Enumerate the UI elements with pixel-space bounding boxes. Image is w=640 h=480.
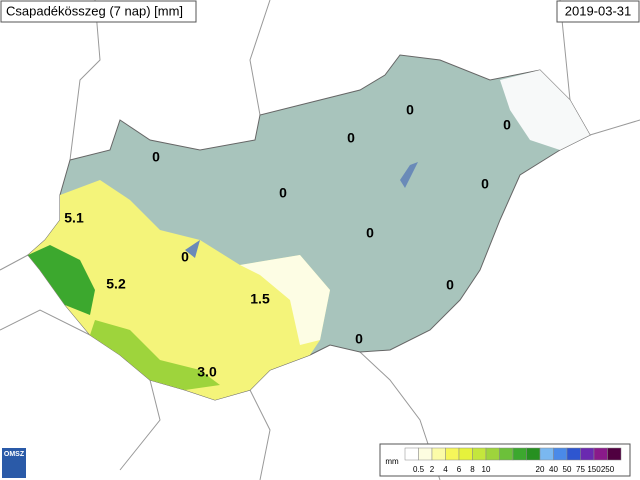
value-label: 0 (181, 249, 189, 265)
legend-swatch (566, 447, 581, 461)
value-label: 0 (481, 176, 489, 192)
value-label: 5.1 (64, 210, 84, 226)
legend-swatch (472, 447, 487, 461)
dry-area (240, 255, 330, 345)
legend-swatch (539, 447, 554, 461)
legend-swatch (526, 447, 541, 461)
lake (400, 162, 418, 188)
legend-swatch (458, 447, 473, 461)
legend-swatch (445, 447, 460, 461)
value-label: 0 (406, 102, 414, 118)
legend-swatch (607, 447, 622, 461)
legend-label: 50 (563, 465, 572, 474)
value-label: 0 (279, 185, 287, 201)
legend-label: 8 (470, 465, 475, 474)
legend-swatch (404, 447, 419, 461)
rain-core (28, 245, 95, 315)
legend-label: 4 (443, 465, 448, 474)
date-box (556, 0, 640, 23)
lake (185, 240, 200, 258)
value-label: 1.5 (250, 291, 270, 307)
logo-mark (2, 448, 26, 478)
title: Csapadékösszeg (7 nap) [mm] (6, 3, 183, 18)
legend-swatch (580, 447, 595, 461)
value-label: 0 (152, 149, 160, 165)
legend-swatch (431, 447, 446, 461)
value-label: 3.0 (197, 364, 217, 380)
value-label: 5.2 (106, 276, 126, 292)
logo: OMSZ (4, 451, 25, 458)
legend-swatch (499, 447, 514, 461)
rain-area-green (90, 320, 220, 390)
legend-label: 20 (536, 465, 545, 474)
legend-swatch (593, 447, 608, 461)
date: 2019-03-31 (565, 3, 632, 18)
legend-label: 6 (457, 465, 462, 474)
title-box (0, 0, 197, 23)
value-label: 0 (503, 117, 511, 133)
legend-swatch (512, 447, 527, 461)
legend-label: 250 (601, 465, 615, 474)
dry-area (500, 70, 590, 150)
legend-label: 75 (576, 465, 585, 474)
value-label: 0 (355, 331, 363, 347)
value-label: 0 (446, 277, 454, 293)
legend-unit: mm (385, 457, 399, 466)
legend-label: 10 (482, 465, 491, 474)
legend-label: 2 (430, 465, 435, 474)
value-label: 0 (366, 225, 374, 241)
legend-label: 0.5 (413, 465, 425, 474)
legend-label: 40 (549, 465, 558, 474)
legend-swatch (418, 447, 433, 461)
rain-area (28, 180, 330, 400)
legend-swatch (485, 447, 500, 461)
legend-swatch (553, 447, 568, 461)
value-label: 0 (347, 130, 355, 146)
legend-label: 150 (587, 465, 601, 474)
